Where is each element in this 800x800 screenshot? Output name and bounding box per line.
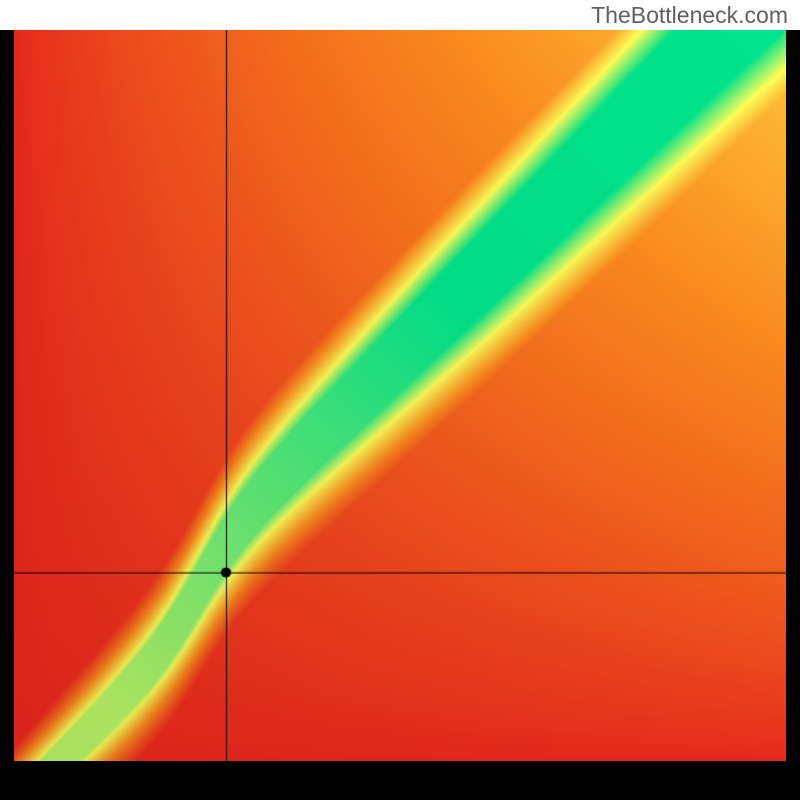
heatmap-canvas: [14, 30, 786, 761]
chart-container: TheBottleneck.com: [0, 0, 800, 800]
heatmap-plot: [14, 30, 786, 761]
watermark-text: TheBottleneck.com: [0, 0, 800, 30]
